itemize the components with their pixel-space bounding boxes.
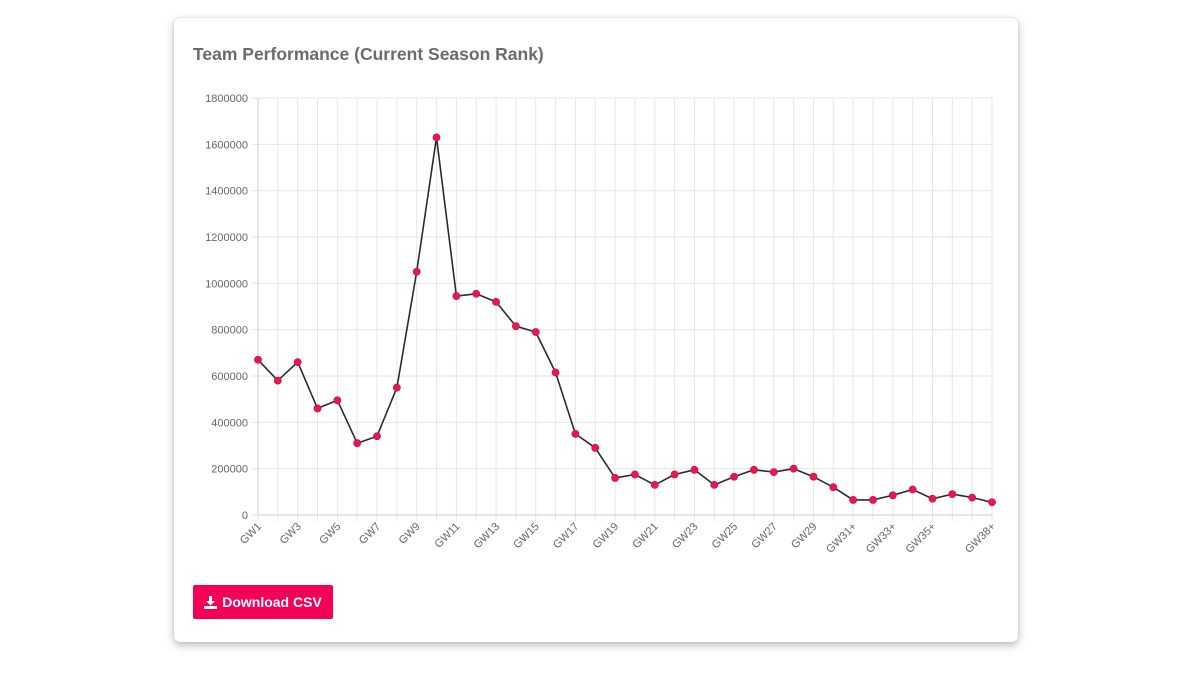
data-point [353, 439, 362, 448]
y-tick-label: 1600000 [205, 139, 248, 151]
data-point [531, 328, 540, 336]
data-point [968, 493, 977, 502]
data-point [432, 133, 441, 142]
series-line [257, 136, 993, 504]
x-tick-label: GW31+ [824, 521, 859, 556]
data-point [631, 470, 639, 479]
download-icon [204, 595, 218, 609]
data-point [412, 267, 421, 276]
data-point [670, 470, 679, 479]
data-point [690, 465, 699, 474]
data-point [908, 485, 917, 494]
x-tick-label: GW5 [317, 521, 343, 547]
download-csv-button[interactable]: Download CSV [193, 585, 333, 619]
x-tick-label: GW19 [591, 521, 622, 552]
data-point [333, 396, 342, 405]
x-tick-label: GW7 [357, 521, 383, 547]
data-point [928, 494, 937, 503]
x-tick-label: GW23 [670, 521, 701, 552]
data-point [809, 472, 818, 481]
x-tick-label: GW29 [789, 521, 820, 552]
x-tick-label: GW21 [630, 521, 661, 552]
x-tick-label: GW25 [710, 521, 741, 552]
x-tick-label: GW13 [472, 521, 503, 552]
data-point [293, 358, 302, 366]
x-tick-label: GW17 [551, 521, 582, 552]
data-point [769, 468, 778, 477]
data-point [650, 480, 659, 489]
x-tick-label: GW33+ [864, 521, 899, 556]
x-tick-label: GW15 [511, 521, 542, 552]
chart-card: Team Performance (Current Season Rank) 0… [174, 18, 1018, 642]
y-tick-label: 1800000 [205, 93, 248, 105]
data-point [591, 443, 600, 452]
data-point [313, 404, 322, 413]
y-tick-label: 600000 [211, 371, 248, 383]
x-tick-label: GW3 [278, 521, 304, 547]
rank-line-chart: 0 200000 400000 600000 800000 1000000 1200000 1… [205, 93, 998, 556]
card-title: Team Performance (Current Season Rank) [193, 44, 544, 64]
data-point [551, 368, 560, 377]
y-tick-label: 1000000 [205, 278, 248, 290]
data-point [392, 383, 401, 392]
data-point [730, 472, 739, 481]
data-point [472, 289, 481, 298]
y-tick-label: 800000 [211, 325, 248, 337]
x-tick-label: GW35+ [904, 521, 939, 556]
data-point [273, 376, 282, 385]
data-point [948, 490, 957, 499]
y-tick-label: 1200000 [205, 232, 248, 244]
y-tick-label: 0 [242, 510, 248, 522]
data-point [452, 292, 461, 300]
data-point [611, 474, 619, 482]
x-tick-label: GW1 [238, 521, 264, 547]
data-point [789, 464, 798, 473]
y-tick-label: 1400000 [205, 186, 248, 198]
data-point [492, 297, 500, 306]
data-point [988, 498, 996, 507]
x-tick-label: GW38+ [963, 521, 998, 556]
data-point [829, 483, 838, 492]
data-point [571, 430, 580, 438]
x-tick-label: GW27 [749, 521, 780, 552]
data-point [710, 480, 719, 489]
data-point [869, 496, 877, 504]
x-tick-label: GW11 [433, 521, 463, 551]
data-point [511, 322, 520, 331]
download-csv-label: Download CSV [222, 594, 322, 610]
y-tick-label: 400000 [211, 417, 248, 429]
data-point [373, 432, 381, 441]
y-tick-label: 200000 [211, 464, 248, 476]
x-tick-label: GW9 [397, 521, 423, 547]
data-point [888, 491, 897, 500]
data-point [254, 355, 262, 364]
data-point [750, 465, 758, 474]
data-point [849, 496, 858, 504]
